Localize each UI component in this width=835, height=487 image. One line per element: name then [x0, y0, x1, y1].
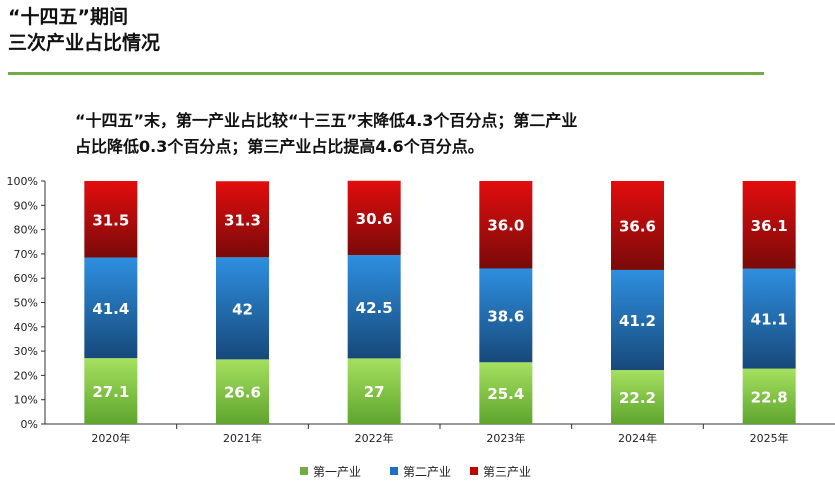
data-label: 36.6: [619, 217, 656, 235]
legend-label: 第三产业: [483, 465, 531, 479]
legend-swatch: [390, 467, 398, 475]
summary-text: “十四五”末，第一产业占比较“十三五”末降低4.3个百分点；第二产业 占比降低0…: [75, 108, 715, 160]
data-label: 31.5: [92, 211, 129, 229]
y-tick-label: 80%: [14, 224, 38, 237]
bar-segment: [347, 255, 401, 359]
y-tick-label: 0%: [21, 418, 38, 431]
data-label: 41.1: [751, 311, 788, 329]
bar-segment: [742, 181, 796, 269]
data-label: 27.1: [92, 383, 129, 401]
bar-segment: [479, 362, 533, 424]
data-label: 41.2: [619, 312, 656, 330]
title-line-2: 三次产业占比情况: [8, 32, 161, 54]
bar-segment: [742, 368, 796, 424]
bar-segment: [84, 358, 138, 424]
data-label: 36.0: [487, 217, 524, 235]
y-tick-label: 90%: [14, 199, 38, 212]
title-divider: [8, 72, 764, 75]
x-tick-label: 2022年: [355, 431, 394, 445]
bar-segment: [347, 358, 401, 424]
data-label: 22.2: [619, 389, 656, 407]
data-label: 38.6: [487, 307, 524, 325]
data-label: 42.5: [356, 299, 393, 317]
legend-label: 第一产业: [313, 465, 361, 479]
bar-segment: [84, 181, 138, 258]
bar-segment: [84, 257, 138, 359]
data-label: 42: [232, 300, 253, 318]
bar-segment: [611, 269, 664, 371]
legend-label: 第二产业: [403, 465, 451, 479]
y-tick-label: 100%: [7, 175, 38, 188]
data-label: 25.4: [487, 385, 524, 403]
y-tick-label: 10%: [14, 394, 38, 407]
data-label: 36.1: [751, 217, 788, 235]
bar-segment: [742, 268, 796, 369]
bar-segment: [611, 181, 664, 270]
title-line-1: “十四五”期间: [8, 6, 128, 28]
x-tick-label: 2020年: [91, 431, 130, 445]
bar-segment: [347, 180, 401, 256]
data-label: 41.4: [92, 300, 129, 318]
data-label: 26.6: [224, 384, 261, 402]
bar-segment: [216, 181, 269, 258]
x-tick-label: 2023年: [486, 431, 525, 445]
x-tick-label: 2025年: [750, 431, 789, 445]
y-tick-label: 60%: [14, 272, 38, 285]
data-label: 31.3: [224, 211, 261, 229]
bar-segment: [216, 359, 269, 424]
y-tick-label: 70%: [14, 248, 38, 261]
data-label: 30.6: [356, 210, 393, 228]
y-tick-label: 40%: [14, 321, 38, 334]
bar-segment: [479, 268, 533, 363]
y-tick-label: 20%: [14, 369, 38, 382]
data-label: 27: [364, 383, 385, 401]
bar-segment: [216, 257, 269, 360]
y-tick-label: 30%: [14, 345, 38, 358]
data-label: 22.8: [751, 388, 788, 406]
x-tick-label: 2024年: [618, 431, 657, 445]
x-tick-label: 2021年: [223, 431, 262, 445]
page-title: “十四五”期间 三次产业占比情况: [8, 4, 160, 56]
y-tick-label: 50%: [14, 297, 38, 310]
bar-segment: [611, 370, 664, 424]
summary-line-2: 占比降低0.3个百分点；第三产业占比提高4.6个百分点。: [75, 137, 484, 156]
summary-line-1: “十四五”末，第一产业占比较“十三五”末降低4.3个百分点；第二产业: [75, 111, 578, 130]
legend-swatch: [470, 467, 478, 475]
bar-segment: [479, 181, 533, 269]
legend-swatch: [300, 467, 308, 475]
